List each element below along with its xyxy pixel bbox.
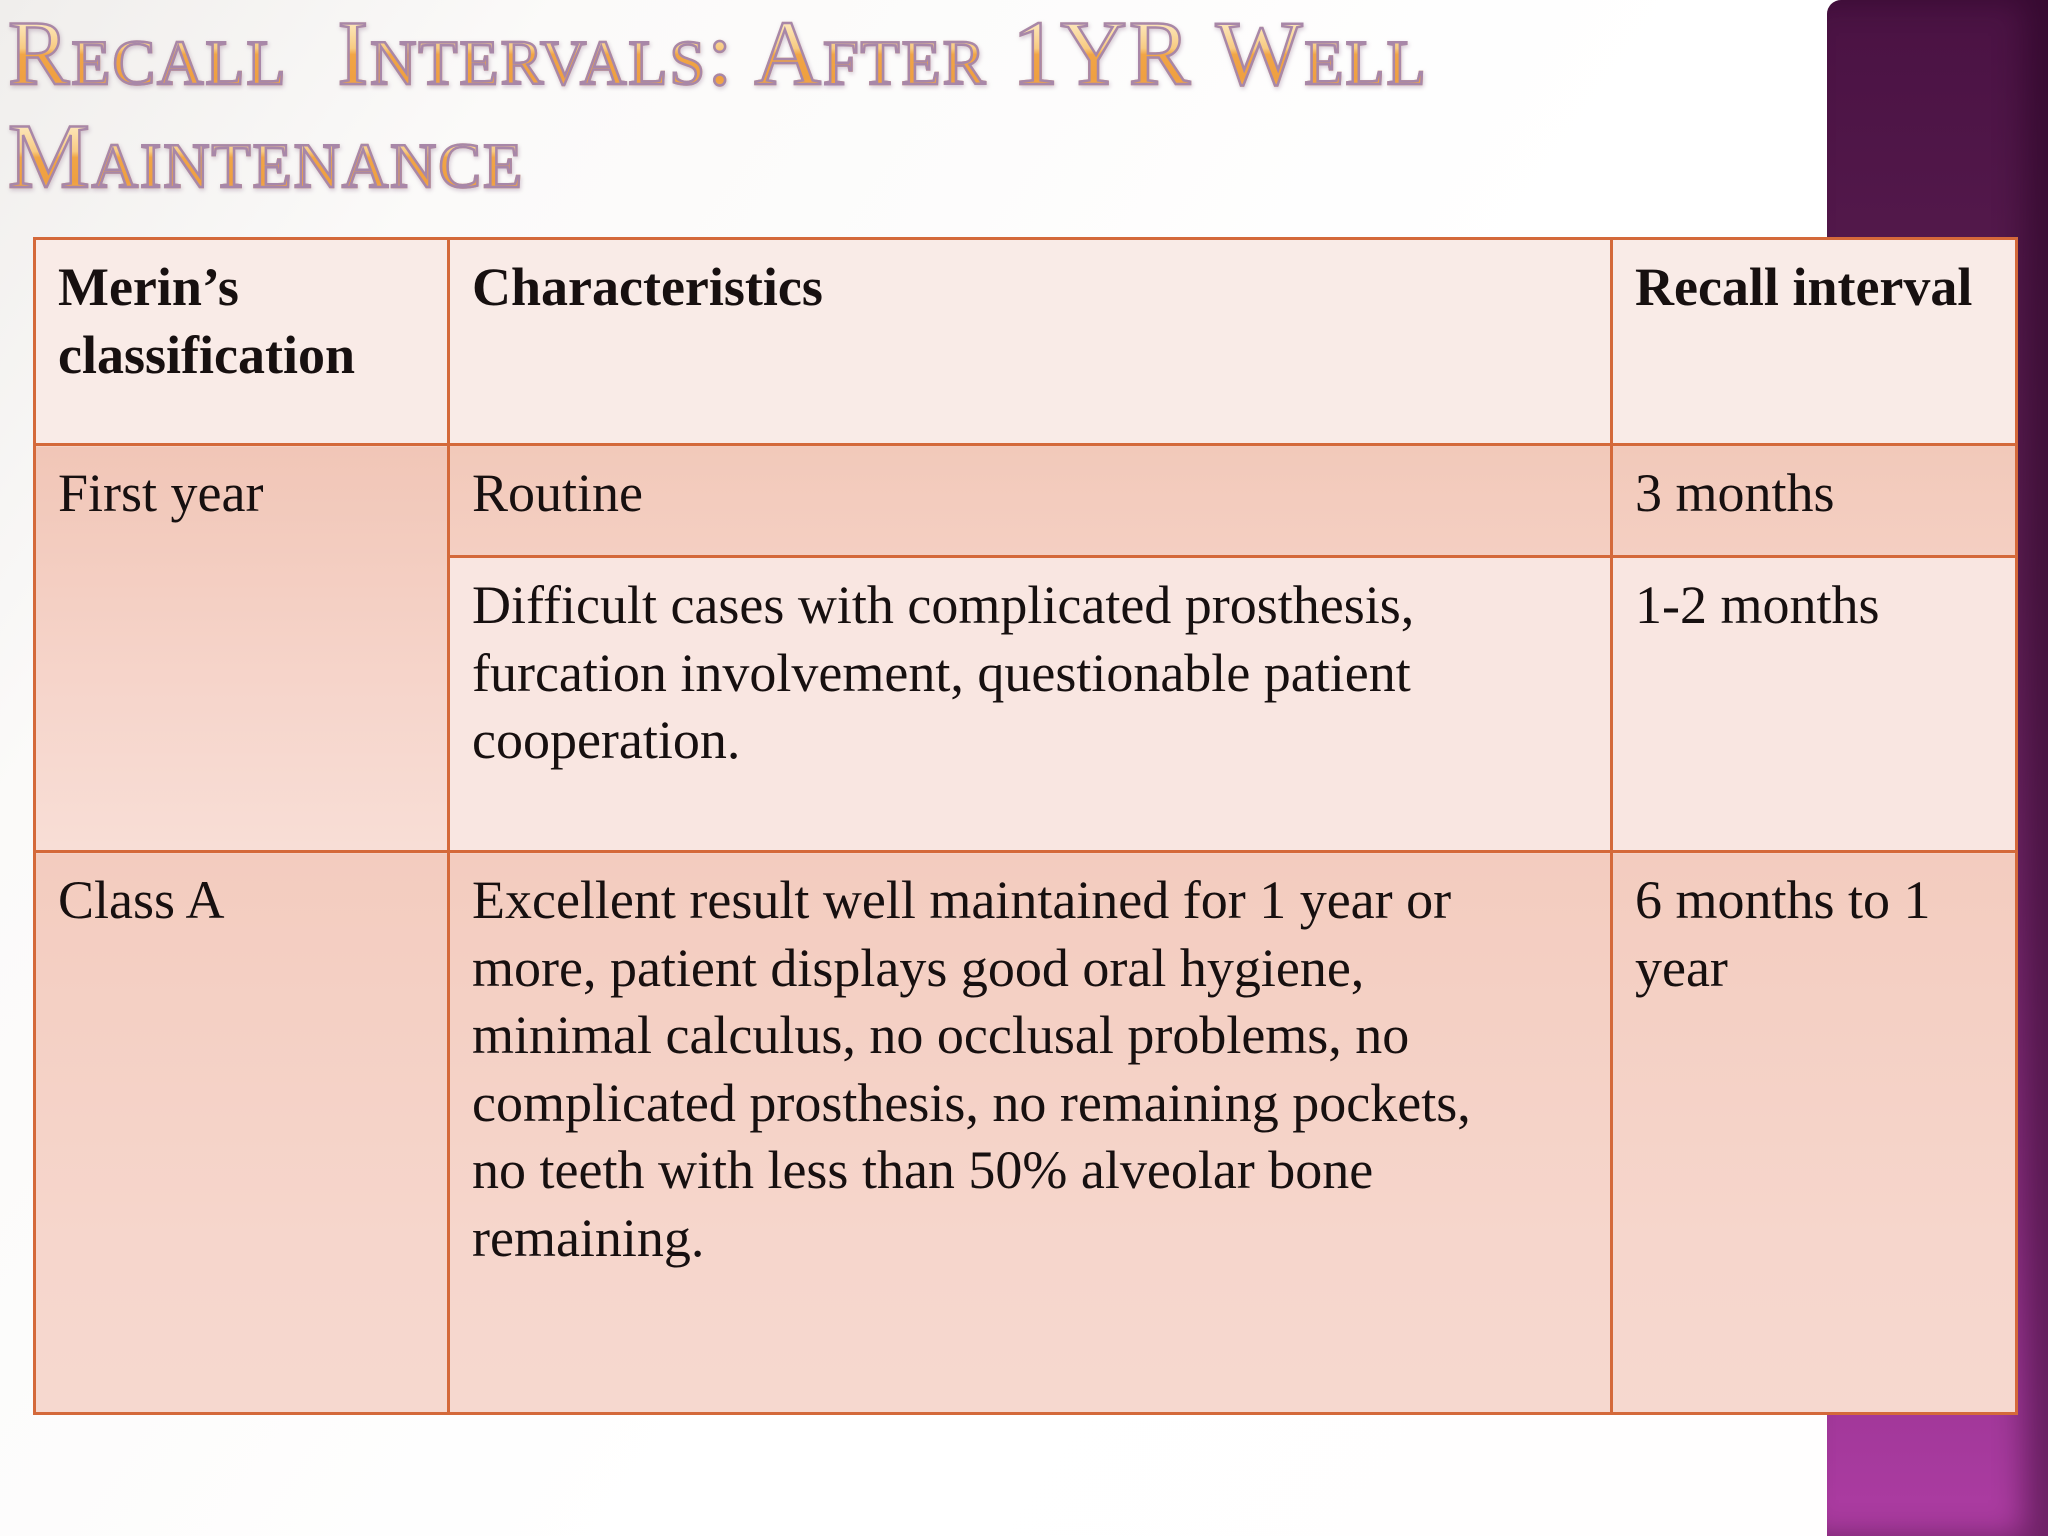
table-row-first-year-routine: First year Routine 3 months [33,443,2018,853]
cell-classification-first-year: First year [33,443,450,853]
cell-characteristics-routine: Routine [447,443,1613,558]
difficult-cases-paragraph: Difficult cases with complicated prosthe… [472,575,1415,770]
slide-title-line-2: Maintenance [7,104,525,209]
cell-recall-6-months-to-1-year: 6 months to 1 year [1610,850,2018,1415]
table-row-difficult-cases: Difficult cases with complicated prosthe… [35,555,2018,853]
cell-recall-1-2-months: 1-2 months [1610,555,2018,853]
cell-recall-3-months: 3 months [1610,443,2018,558]
slide-title: Recall Intervals: After 1YR Well Maintena… [7,1,1428,209]
cell-characteristics-class-a: Excellent result well maintained for 1 y… [447,850,1613,1415]
column-header-characteristics: Characteristics [447,237,1613,446]
table-row-class-a: Class A Excellent result well maintained… [33,850,2018,1415]
recall-intervals-table: Merin’s classification Characteristics R… [33,237,2018,1415]
cell-classification-class-a: Class A [33,850,450,1415]
table-header-row: Merin’s classification Characteristics R… [33,237,2018,446]
class-a-paragraph: Excellent result well maintained for 1 y… [472,870,1471,1268]
column-header-recall-interval: Recall interval [1610,237,2018,446]
slide-title-line-1: Recall Intervals: After 1YR Well [7,1,1428,106]
column-header-merins-classification: Merin’s classification [33,237,450,446]
cell-characteristics-difficult-cases: Difficult cases with complicated prosthe… [447,555,1613,853]
